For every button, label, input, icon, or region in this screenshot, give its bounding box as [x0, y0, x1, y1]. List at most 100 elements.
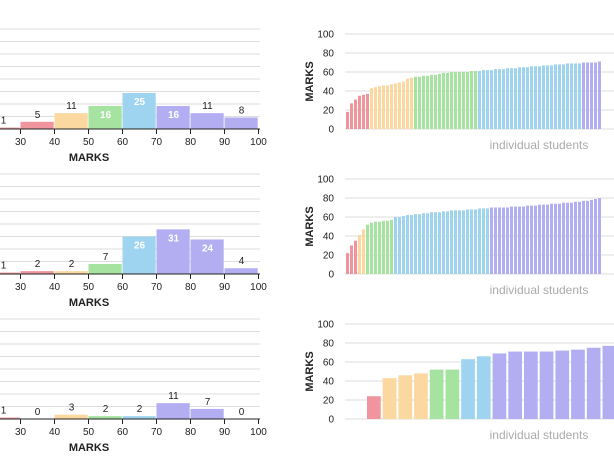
students-chart-1-bar	[390, 84, 393, 129]
students-chart-3-bar	[476, 356, 491, 419]
students-chart-1-bar	[514, 68, 517, 129]
students-chart-1-bar	[550, 65, 553, 129]
students-chart-3-y-tick-label: 80	[323, 339, 335, 350]
students-chart-1-bar	[574, 63, 577, 130]
students-chart-2-bar	[466, 209, 469, 274]
students-chart-3-bar	[555, 350, 570, 419]
students-chart-2-y-tick-label: 40	[323, 232, 335, 243]
students-chart-2-bar	[546, 204, 549, 274]
students-chart-3-y-tick-label: 20	[323, 396, 335, 407]
students-chart-2-bar	[410, 215, 413, 274]
histogram-3-value-label: 2	[103, 404, 109, 415]
students-chart-1-bar	[498, 69, 501, 129]
students-chart-1-bar	[582, 62, 585, 129]
histogram-1-bar	[20, 121, 54, 129]
students-chart-1-y-tick-label: 0	[328, 125, 334, 136]
histogram-2-bar	[0, 272, 20, 274]
students-chart-1-bar	[522, 67, 525, 129]
histogram-3-x-tick-label: 70	[151, 427, 163, 438]
students-chart-1-bar	[426, 75, 429, 129]
students-chart-2-bar	[586, 200, 589, 274]
students-chart-1-bar	[446, 72, 449, 129]
histogram-1-value-label: 1	[1, 116, 7, 127]
histogram-3-bar	[54, 414, 88, 419]
students-chart-1-bar	[562, 64, 565, 129]
students-chart-1-bar	[458, 72, 461, 129]
histogram-3-value-label: 2	[137, 404, 143, 415]
students-chart-1-bar	[554, 64, 557, 129]
students-chart-1-bar	[442, 72, 445, 129]
students-chart-1-bar	[374, 87, 377, 129]
students-chart-1-bar	[566, 63, 569, 130]
students-chart-2-y-tick-label: 20	[323, 251, 335, 262]
histogram-3-bar	[0, 417, 20, 419]
histogram-2-bar	[88, 263, 122, 274]
histogram-3-x-tick-label: 40	[49, 427, 61, 438]
histogram-1-value-label: 5	[35, 110, 41, 121]
students-chart-2-bar	[474, 209, 477, 274]
students-chart-2-y-label: MARKS	[304, 206, 316, 246]
histogram-2-bar	[20, 271, 54, 274]
students-chart-2-bar	[402, 216, 405, 274]
students-chart-1-bar	[586, 62, 589, 129]
students-chart-2-bar	[430, 212, 433, 274]
students-chart-1-bar	[506, 68, 509, 129]
students-chart-2-bar	[378, 221, 381, 274]
histogram-1-x-label: MARKS	[69, 152, 109, 164]
students-chart-1-bar	[434, 74, 437, 129]
histogram-2-bar	[122, 236, 156, 274]
histogram-1-value-labels: 1 5 11 16 25 16 11 8	[1, 97, 245, 127]
histogram-2-value-label: 4	[239, 256, 245, 267]
students-chart-1-bar	[518, 67, 521, 129]
students-chart-3-y-tick-label: 40	[323, 377, 335, 388]
students-chart-2-bar	[446, 211, 449, 274]
students-chart-1-bars	[346, 61, 601, 130]
histogram-1-x-tick-label: 50	[83, 137, 95, 148]
students-chart-1-bar	[466, 72, 469, 129]
histogram-3-x-tick-label: 100	[250, 427, 267, 438]
students-chart-3-bar	[414, 373, 428, 419]
students-chart-2-bar	[558, 203, 561, 274]
histogram-3-value-label: 3	[69, 403, 75, 414]
students-chart-2-bar	[366, 224, 369, 274]
students-chart-2-bar	[406, 215, 409, 274]
histogram-3-x-tick-label: 90	[219, 427, 231, 438]
histogram-3-bars	[0, 403, 224, 419]
students-chart-1-bar	[450, 72, 453, 129]
students-chart-1-y-tick-label: 40	[323, 87, 335, 98]
students-chart-1-bar	[526, 67, 529, 129]
students-chart-2-bar	[494, 207, 497, 274]
students-chart-1-y-label: MARKS	[304, 61, 316, 101]
students-chart-2-bar	[358, 235, 361, 274]
students-chart-2-bar	[478, 208, 481, 274]
histogram-3-grid	[0, 318, 260, 407]
students-chart-1-bar	[382, 85, 385, 129]
histogram-3-value-label: 7	[205, 397, 211, 408]
histogram-1-x-tick-label: 60	[117, 137, 129, 148]
histogram-3-x-tick-label: 60	[117, 427, 129, 438]
histogram-2-bar	[156, 229, 190, 274]
students-chart-3-y-ticks: 0 20 40 60 80 100	[317, 320, 334, 426]
histogram-1-value-label: 11	[66, 101, 77, 112]
students-chart-1-bar	[474, 71, 477, 129]
students-chart-2-bar	[422, 213, 425, 274]
students-chart-3-y-tick-label: 0	[328, 415, 334, 426]
students-chart-2-bar	[506, 207, 509, 274]
students-chart-2-bar	[418, 214, 421, 274]
students-chart-2-y-tick-label: 80	[323, 194, 335, 205]
histogram-1-value-label: 11	[202, 101, 213, 112]
students-chart-1-bar	[470, 71, 473, 129]
histogram-2-x-tick-label: 90	[219, 282, 231, 293]
histogram-1-bar	[54, 113, 88, 129]
histogram-3-value-label: 1	[1, 406, 7, 417]
students-chart-1-bar	[418, 76, 421, 129]
histogram-1-bar	[190, 113, 224, 129]
students-chart-3-bar	[539, 351, 554, 419]
histogram-1-value-label: 8	[239, 105, 245, 116]
histogram-1-x-ticks: 30 40 50 60 70 80 90 100	[15, 129, 267, 148]
students-chart-2-bar	[490, 207, 493, 274]
students-chart-2-bar	[542, 204, 545, 274]
students-chart-1-bar	[530, 66, 533, 129]
students-chart-1-bar	[490, 70, 493, 129]
